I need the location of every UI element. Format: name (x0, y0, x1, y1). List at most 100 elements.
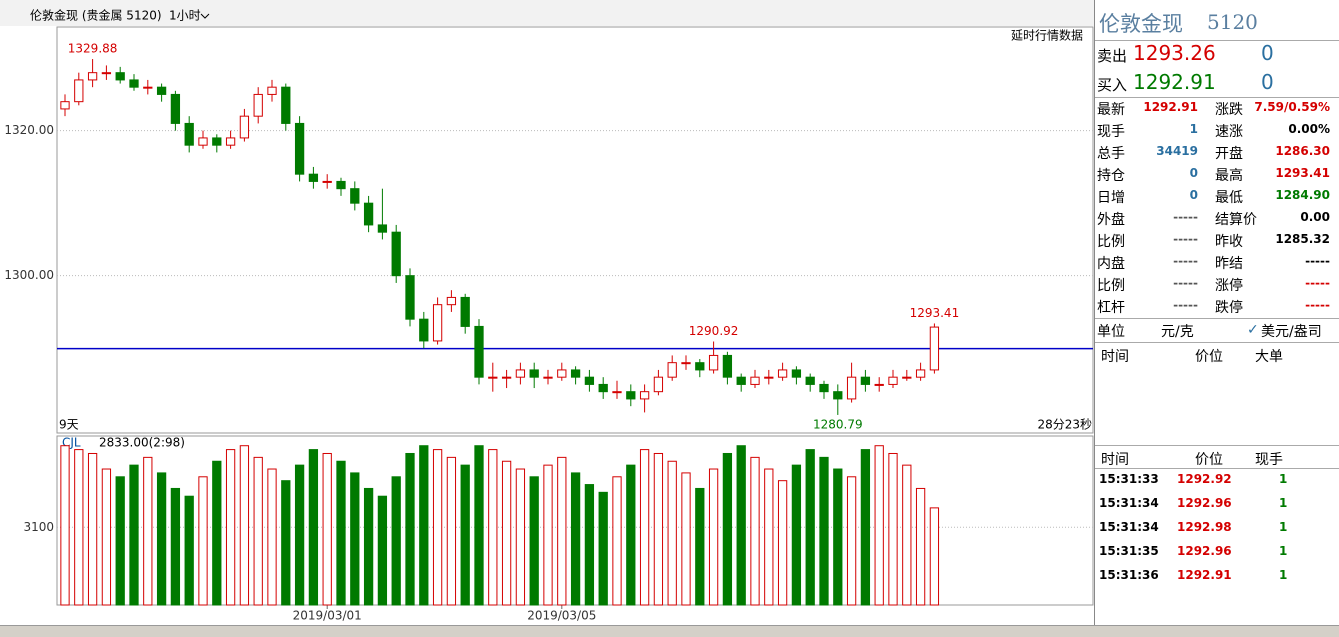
divider (1095, 97, 1339, 98)
stat-value: ----- (1173, 254, 1198, 268)
candle-body (115, 72, 125, 81)
volume-bar (225, 449, 236, 606)
candle-body (225, 137, 236, 146)
stat-label: 最低 (1215, 190, 1243, 206)
volume-bar (419, 445, 429, 606)
candle-body (336, 180, 346, 190)
low-label: 1280.79 (813, 417, 863, 431)
candle-body (805, 376, 815, 385)
divider (1095, 40, 1339, 41)
candle-body (750, 376, 760, 385)
unit-label: 单位 (1097, 324, 1125, 340)
candle-body (129, 79, 139, 88)
stat-label: 杠杆 (1097, 300, 1125, 316)
candle-body (915, 369, 926, 378)
stat-value: ----- (1173, 298, 1198, 312)
stat-label: 最高 (1215, 168, 1243, 184)
period-select[interactable]: 1小时 (169, 9, 201, 23)
volume-bar (281, 480, 291, 606)
candle-body (281, 86, 291, 124)
volume-bar (929, 507, 940, 606)
column-header: 时间 (1101, 452, 1129, 468)
chart: 伦敦金现 (贵金属 5120) 1小时 延时行情数据 9天 28分23秒 CJL… (0, 0, 1094, 623)
buy-qty: 0 (1261, 70, 1274, 94)
volume-bar (363, 487, 374, 606)
stat-label: 速涨 (1215, 124, 1243, 140)
candle-body (432, 304, 443, 342)
stat-value: 1 (1189, 122, 1198, 136)
stat-value: 1292.91 (1143, 100, 1198, 114)
candle-body (626, 391, 636, 400)
candle-body (543, 376, 553, 379)
trade-qty: 1 (1279, 520, 1288, 534)
candle-body (874, 383, 884, 386)
candle-body (474, 325, 484, 378)
candle-body (791, 369, 802, 378)
x-tick-label: 2019/03/05 (527, 609, 596, 623)
check-icon: ✓ (1247, 322, 1259, 338)
stat-label: 涨跌 (1215, 102, 1243, 118)
candle-body (253, 93, 263, 117)
trade-qty: 1 (1279, 472, 1288, 486)
candle-body (350, 188, 360, 204)
column-header: 价位 (1195, 452, 1223, 468)
volume-bar (846, 476, 857, 606)
candle-body (653, 376, 664, 393)
trade-time: 15:31:33 (1099, 472, 1159, 486)
range-info: 9天 (59, 418, 79, 432)
candle-body (639, 391, 650, 400)
candle-body (391, 231, 401, 277)
candle-body (529, 369, 539, 378)
column-header: 大单 (1255, 349, 1283, 365)
trade-price: 1292.96 (1177, 496, 1232, 510)
volume-bar (170, 487, 181, 606)
volume-bar (874, 445, 884, 606)
candle-body (267, 86, 277, 95)
candle-body (833, 391, 843, 400)
stat-value: 0 (1189, 188, 1198, 202)
symbol-title[interactable]: 伦敦金现 (贵金属 5120) (30, 8, 162, 23)
stat-label: 外盘 (1097, 212, 1125, 228)
candle-body (612, 391, 622, 394)
volume-bar (570, 472, 581, 606)
sell-price: 1293.26 (1133, 41, 1216, 65)
stat-label: 开盘 (1215, 146, 1243, 162)
candle-body (446, 296, 457, 306)
candle-body (584, 376, 595, 385)
volume-info: 2833.00(2:98) (99, 436, 185, 450)
taskbar (0, 625, 1339, 637)
stat-value: 1284.90 (1275, 188, 1330, 202)
volume-bar (446, 456, 457, 606)
stat-value: 1285.32 (1275, 232, 1330, 246)
stat-value: ----- (1305, 276, 1330, 290)
volume-bar (336, 460, 346, 606)
high-label: 1293.41 (910, 306, 960, 320)
volume-bar (308, 449, 319, 606)
trade-price: 1292.91 (1177, 568, 1232, 582)
candle-body (681, 362, 691, 365)
candle-body (322, 180, 332, 183)
stat-value: 0.00% (1288, 122, 1330, 136)
quote-title: 伦敦金现 (1099, 12, 1183, 36)
volume-bar (239, 445, 250, 606)
column-header: 价位 (1195, 349, 1223, 365)
stat-value: ----- (1173, 210, 1198, 224)
candle-body (695, 362, 705, 371)
volume-bar (267, 468, 277, 606)
volume-bar (143, 456, 153, 606)
trade-qty: 1 (1279, 544, 1288, 558)
volume-bar (460, 464, 470, 606)
stat-label: 现手 (1097, 124, 1125, 140)
candle-body (902, 376, 912, 379)
stat-value: 0 (1189, 166, 1198, 180)
trade-price: 1292.98 (1177, 520, 1232, 534)
unit-option[interactable]: 美元/盎司 (1261, 324, 1322, 340)
volume-bar (708, 468, 719, 606)
divider (1095, 445, 1339, 446)
volume-bar (888, 452, 898, 606)
stat-label: 比例 (1097, 234, 1125, 250)
candle-body (101, 72, 112, 75)
x-tick-label: 2019/03/01 (293, 609, 362, 623)
trade-time: 15:31:34 (1099, 496, 1159, 510)
